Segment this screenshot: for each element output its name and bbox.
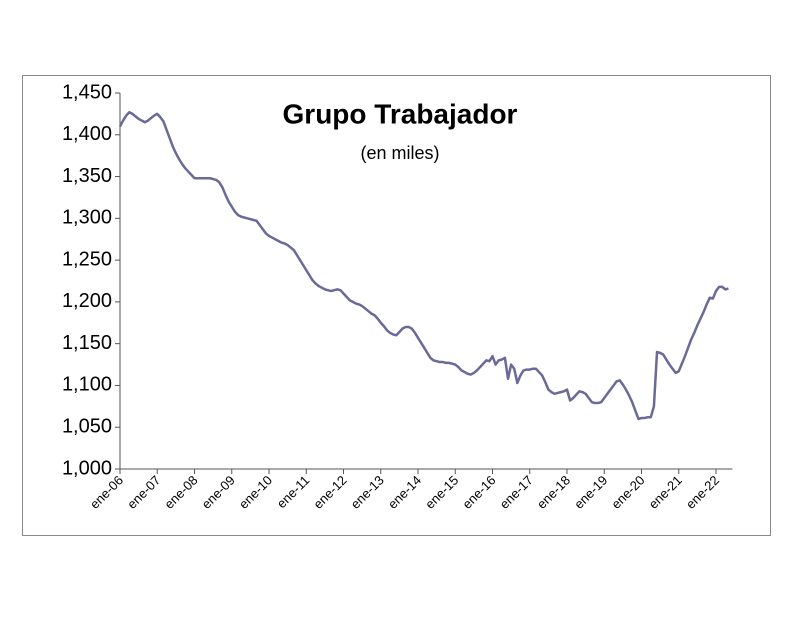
x-tick-label: ene-12 bbox=[310, 473, 349, 512]
x-tick-label: ene-09 bbox=[199, 473, 238, 512]
y-tick-label: 1,350 bbox=[62, 165, 112, 187]
x-tick-label: ene-21 bbox=[646, 473, 685, 512]
x-tick-label: ene-08 bbox=[161, 473, 200, 512]
x-tick-label: ene-16 bbox=[459, 473, 498, 512]
data-line bbox=[118, 110, 729, 421]
y-tick-label: 1,450 bbox=[62, 81, 112, 103]
x-tick-label: ene-11 bbox=[274, 473, 313, 512]
y-tick-label: 1,400 bbox=[62, 123, 112, 145]
x-tick-label: ene-07 bbox=[124, 473, 163, 512]
x-tick-label: ene-10 bbox=[236, 473, 275, 512]
y-tick-label: 1,200 bbox=[62, 290, 112, 312]
x-tick-label: ene-17 bbox=[497, 473, 536, 512]
y-tick-label: 1,300 bbox=[62, 207, 112, 229]
chart-title: Grupo Trabajador bbox=[283, 98, 518, 129]
y-tick-label: 1,150 bbox=[62, 332, 112, 354]
y-tick-label: 1,000 bbox=[62, 457, 112, 479]
y-tick-label: 1,050 bbox=[62, 416, 112, 438]
x-tick-label: ene-22 bbox=[683, 473, 722, 512]
y-tick-label: 1,250 bbox=[62, 248, 112, 270]
y-tick-label: 1,100 bbox=[62, 374, 112, 396]
x-tick-label: ene-13 bbox=[348, 473, 387, 512]
chart-frame bbox=[22, 75, 771, 536]
x-tick-label: ene-19 bbox=[571, 473, 610, 512]
x-tick-label: ene-15 bbox=[422, 473, 461, 512]
x-tick-label: ene-14 bbox=[385, 473, 424, 512]
x-tick-label: ene-18 bbox=[534, 473, 573, 512]
x-tick-label: ene-20 bbox=[608, 473, 647, 512]
chart-subtitle: (en miles) bbox=[360, 143, 439, 163]
